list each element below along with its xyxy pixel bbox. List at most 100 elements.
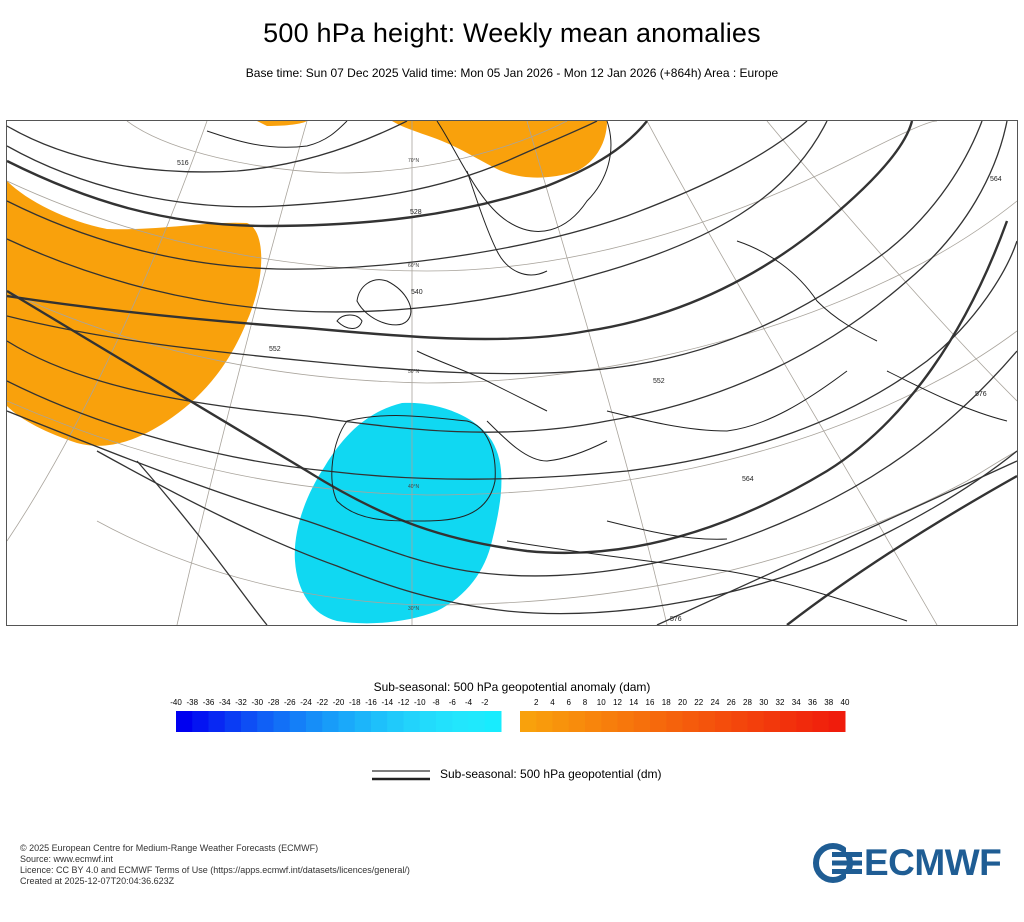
contour-label: 552 bbox=[269, 346, 281, 353]
colorbar-positive-ticks: 2 4 6 8 10 12 14 16 18 20 22 24 26 28 30 32 34 36 38 40 bbox=[534, 698, 850, 707]
colorbar-tick-label: -34 bbox=[219, 698, 231, 707]
footer-licence: Licence: CC BY 4.0 and ECMWF Terms of Us… bbox=[20, 865, 410, 875]
colorbar-tick-label: -38 bbox=[186, 698, 198, 707]
contour-label: 576 bbox=[670, 616, 682, 623]
colorbar: -40 -38 -36 -34 -32 -30 -28 -26 -24 -22 -20 -18 -16-… bbox=[170, 698, 850, 732]
colorbar-tick-label: -32 bbox=[235, 698, 247, 707]
colorbar-swatch-positive bbox=[650, 711, 667, 732]
colorbar-swatch-negative bbox=[289, 711, 307, 732]
colorbar-swatch-positive bbox=[731, 711, 748, 732]
colorbar-tick-label: -20 bbox=[333, 698, 345, 707]
colorbar-tick-label: 28 bbox=[743, 698, 752, 707]
colorbar-tick-label: 14 bbox=[629, 698, 638, 707]
colorbar-tick-label: -26 bbox=[284, 698, 296, 707]
colorbar-swatch-negative bbox=[419, 711, 437, 732]
colorbar-swatch-positive bbox=[585, 711, 602, 732]
colorbar-tick-label: -4 bbox=[465, 698, 473, 707]
colorbar-swatch-negative bbox=[436, 711, 453, 732]
page-title: 500 hPa height: Weekly mean anomalies bbox=[263, 18, 761, 48]
footer-created: Created at 2025-12-07T20:04:36.623Z bbox=[20, 876, 175, 886]
anomaly-area-positive-west bbox=[257, 121, 307, 126]
lat-label: 40°N bbox=[408, 484, 420, 490]
legend-label: Sub-seasonal: 500 hPa geopotential (dm) bbox=[440, 767, 662, 781]
colorbar-tick-label: -8 bbox=[432, 698, 440, 707]
coastlines bbox=[206, 121, 1008, 622]
colorbar-swatch-positive bbox=[747, 711, 765, 732]
colorbar-swatch-positive bbox=[666, 711, 683, 732]
colorbar-tick-label: -22 bbox=[316, 698, 328, 707]
colorbar-tick-label: 12 bbox=[613, 698, 622, 707]
colorbar-swatch-positive bbox=[568, 711, 586, 732]
colorbar-tick-label: -40 bbox=[170, 698, 182, 707]
colorbar-tick-label: 34 bbox=[792, 698, 801, 707]
colorbar-swatch-negative bbox=[354, 711, 372, 732]
footer: © 2025 European Centre for Medium-Range … bbox=[20, 843, 410, 887]
colorbar-swatch-negative bbox=[338, 711, 356, 732]
colorbar-swatch-positive bbox=[552, 711, 570, 732]
colorbar-tick-label: -18 bbox=[349, 698, 361, 707]
lat-label: 30°N bbox=[408, 606, 420, 612]
colorbar-swatch-negative bbox=[273, 711, 291, 732]
lat-label: 50°N bbox=[408, 369, 420, 375]
colorbar-tick-label: 8 bbox=[583, 698, 588, 707]
contour-label: 540 bbox=[411, 289, 423, 296]
colorbar-swatch-positive bbox=[698, 711, 716, 732]
colorbar-tick-label: -14 bbox=[381, 698, 393, 707]
colorbar-tick-label: -10 bbox=[414, 698, 426, 707]
colorbar-swatch-negative bbox=[176, 711, 193, 732]
contour-label: 528 bbox=[410, 209, 422, 216]
contour-labels: 516 528 540 552 552 564 564 576 576 bbox=[177, 160, 1002, 623]
colorbar-swatch-positive bbox=[780, 711, 797, 732]
colorbar-swatch-negative bbox=[387, 711, 404, 732]
colorbar-tick-label: 26 bbox=[727, 698, 736, 707]
colorbar-swatch-negative bbox=[224, 711, 242, 732]
colorbar-swatch-negative bbox=[484, 711, 502, 732]
footer-source: Source: www.ecmwf.int bbox=[20, 854, 114, 864]
colorbar-tick-label: 4 bbox=[550, 698, 555, 707]
ecmwf-logo-text: ECMWF bbox=[864, 842, 1002, 883]
height-contours bbox=[7, 121, 1017, 625]
colorbar-swatch-positive bbox=[796, 711, 813, 732]
colorbar-swatch-negative bbox=[192, 711, 209, 732]
colorbar-tick-label: 30 bbox=[759, 698, 768, 707]
contour-label: 552 bbox=[653, 378, 665, 385]
colorbar-tick-label: 40 bbox=[841, 698, 850, 707]
colorbar-tick-label: 32 bbox=[776, 698, 785, 707]
map-svg: 516 528 540 552 552 564 564 576 576 70°N… bbox=[7, 121, 1017, 625]
colorbar-tick-label: 6 bbox=[567, 698, 572, 707]
footer-copyright: © 2025 European Centre for Medium-Range … bbox=[20, 843, 319, 853]
ecmwf-logo: ECMWF bbox=[812, 842, 1008, 884]
colorbar-tick-label: 22 bbox=[694, 698, 703, 707]
colorbar-tick-label: -36 bbox=[203, 698, 215, 707]
colorbar-tick-label: -28 bbox=[268, 698, 280, 707]
colorbar-swatch-negative bbox=[306, 711, 323, 732]
contour-label: 576 bbox=[975, 391, 987, 398]
colorbar-tick-label: -6 bbox=[449, 698, 457, 707]
colorbar-negative-ticks: -40 -38 -36 -34 -32 -30 -28 -26 -24 -22 -20 -18 -16-… bbox=[170, 698, 489, 707]
colorbar-swatches bbox=[176, 711, 846, 732]
page-subtitle: Base time: Sun 07 Dec 2025 Valid time: M… bbox=[245, 66, 779, 80]
colorbar-swatch-positive bbox=[536, 711, 553, 732]
anomaly-area-positive-scandinavia bbox=[392, 121, 607, 178]
colorbar-swatch-negative bbox=[322, 711, 339, 732]
colorbar-swatch-negative bbox=[403, 711, 421, 732]
colorbar-tick-label: 24 bbox=[711, 698, 720, 707]
colorbar-tick-label: -30 bbox=[251, 698, 263, 707]
colorbar-swatch-negative bbox=[468, 711, 486, 732]
colorbar-swatch-positive bbox=[812, 711, 830, 732]
colorbar-swatch-negative bbox=[452, 711, 469, 732]
ecmwf-logo-icon bbox=[813, 842, 862, 884]
contour-label: 516 bbox=[177, 160, 189, 167]
colorbar-swatch-negative bbox=[257, 711, 274, 732]
map-panel: 516 528 540 552 552 564 564 576 576 70°N… bbox=[6, 120, 1018, 626]
colorbar-tick-label: -24 bbox=[300, 698, 312, 707]
colorbar-swatch-positive bbox=[633, 711, 651, 732]
colorbar-tick-label: 18 bbox=[662, 698, 671, 707]
colorbar-title: Sub-seasonal: 500 hPa geopotential anoma… bbox=[373, 680, 651, 694]
colorbar-swatch-positive bbox=[520, 711, 537, 732]
colorbar-tick-label: -2 bbox=[481, 698, 489, 707]
colorbar-swatch-positive bbox=[617, 711, 635, 732]
colorbar-tick-label: 38 bbox=[824, 698, 833, 707]
colorbar-tick-label: 36 bbox=[808, 698, 817, 707]
contour-label: 564 bbox=[742, 476, 754, 483]
